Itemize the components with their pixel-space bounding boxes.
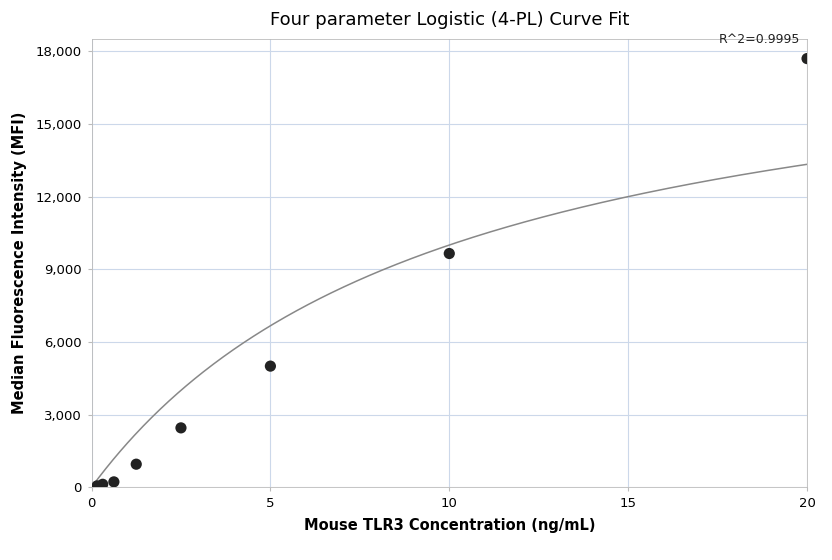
- Point: [443, 249, 456, 258]
- Title: Four parameter Logistic (4-PL) Curve Fit: Four parameter Logistic (4-PL) Curve Fit: [270, 11, 629, 29]
- Point: [96, 480, 109, 489]
- Point: [800, 54, 814, 63]
- Point: [107, 477, 121, 486]
- X-axis label: Mouse TLR3 Concentration (ng/mL): Mouse TLR3 Concentration (ng/mL): [304, 518, 595, 533]
- Point: [130, 460, 143, 469]
- Point: [175, 423, 188, 432]
- Point: [264, 362, 277, 371]
- Y-axis label: Median Fluorescence Intensity (MFI): Median Fluorescence Intensity (MFI): [12, 112, 27, 414]
- Point: [91, 482, 104, 491]
- Text: R^2=0.9995: R^2=0.9995: [719, 34, 800, 46]
